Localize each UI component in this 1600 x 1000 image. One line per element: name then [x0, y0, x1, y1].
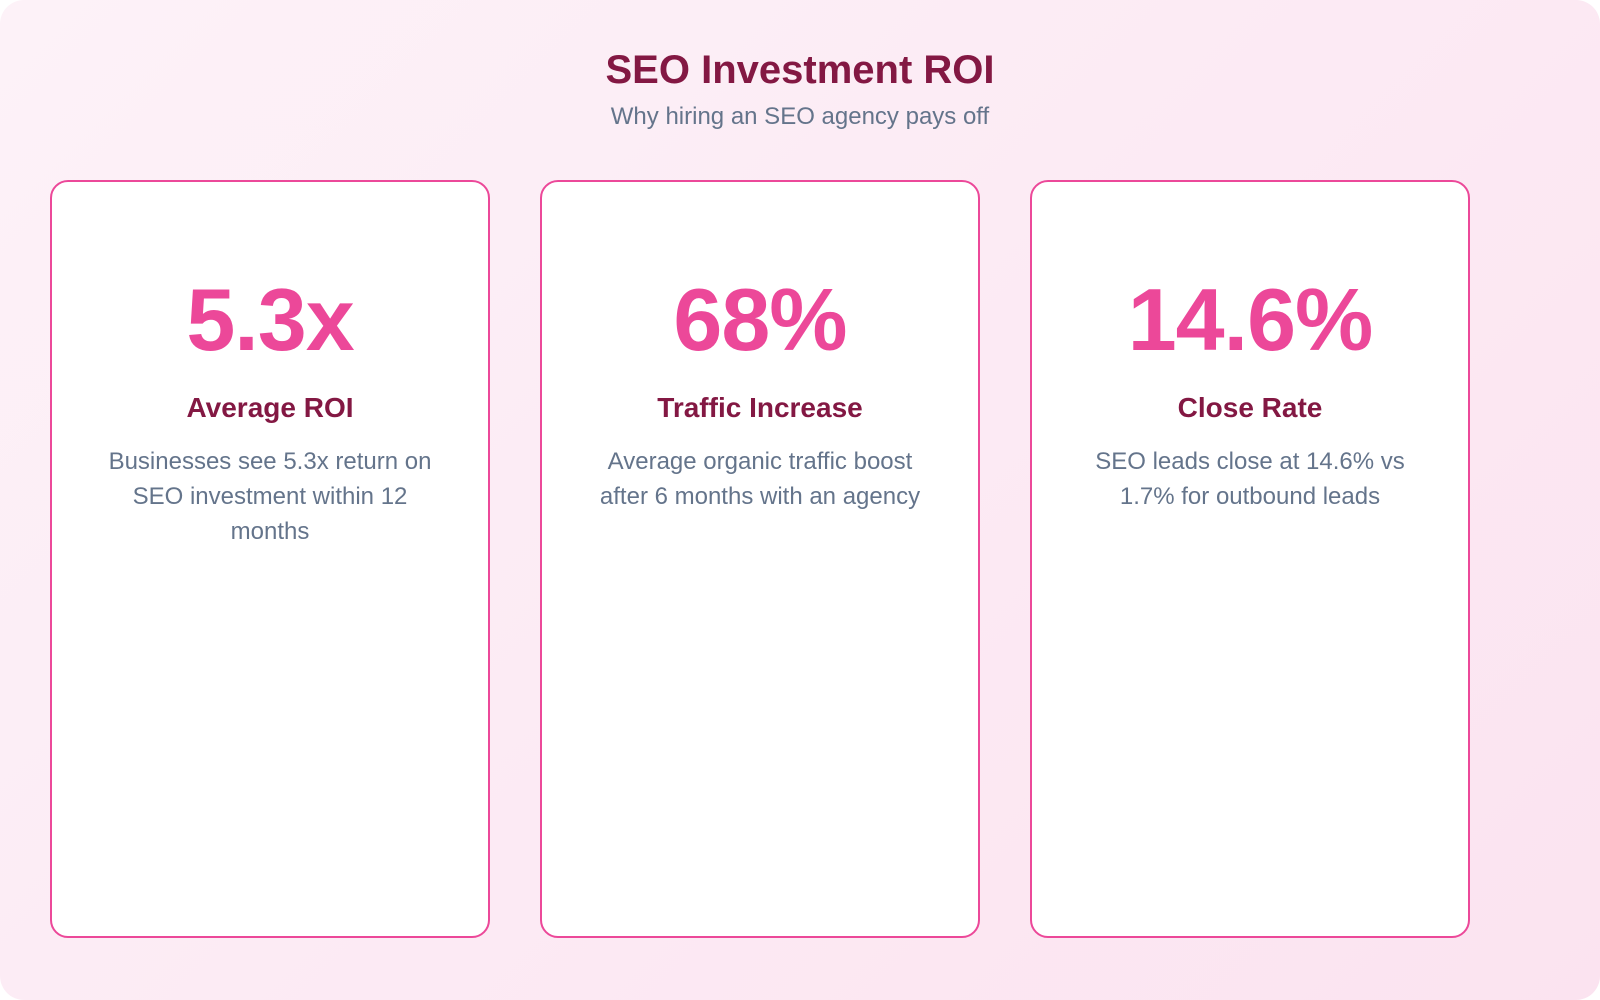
stat-card-close-rate: 14.6% Close Rate SEO leads close at 14.6… — [1030, 180, 1470, 938]
stat-label: Traffic Increase — [657, 392, 863, 423]
page-title: SEO Investment ROI — [605, 48, 995, 92]
stat-card-average-roi: 5.3x Average ROI Businesses see 5.3x ret… — [50, 180, 490, 938]
stat-value: 68% — [673, 270, 847, 369]
stat-label: Average ROI — [186, 392, 354, 423]
header: SEO Investment ROI Why hiring an SEO age… — [0, 0, 1600, 134]
stat-card-traffic-increase: 68% Traffic Increase Average organic tra… — [540, 180, 980, 938]
stat-value: 5.3x — [186, 270, 354, 369]
stat-value: 14.6% — [1127, 270, 1374, 369]
stat-description: Average organic traffic boost after 6 mo… — [599, 448, 921, 510]
stat-label: Close Rate — [1177, 392, 1323, 423]
page-subtitle: Why hiring an SEO agency pays off — [610, 103, 990, 130]
stat-description: Businesses see 5.3x return on SEO invest… — [108, 448, 432, 545]
stats-row: 5.3x Average ROI Businesses see 5.3x ret… — [50, 180, 1470, 938]
stat-description: SEO leads close at 14.6% vs 1.7% for out… — [1095, 448, 1405, 510]
